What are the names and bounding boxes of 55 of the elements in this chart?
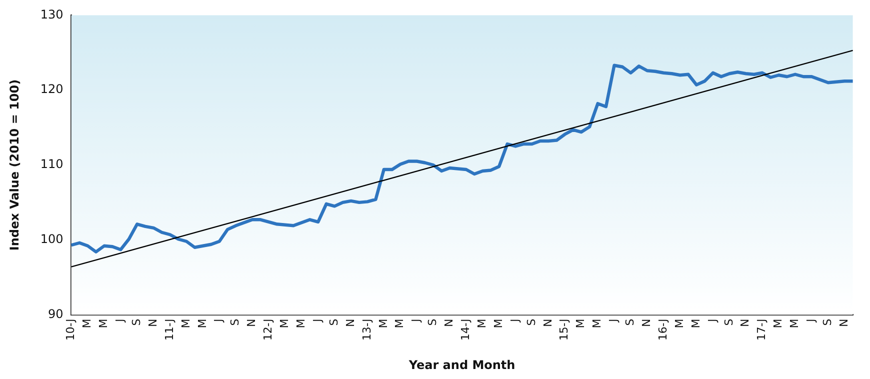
y-tick-label: 110	[40, 157, 64, 172]
x-tick-label: M	[475, 318, 488, 328]
x-tick-label: N	[344, 318, 357, 328]
x-tick-label: J	[114, 318, 127, 324]
y-tick-label: 120	[40, 82, 64, 96]
x-tick-label: S	[228, 318, 242, 326]
x-tick-label: S	[820, 318, 834, 326]
x-tick-label: M	[672, 318, 686, 328]
x-tick-label: J	[310, 318, 324, 324]
x-tick-label: J	[508, 318, 522, 324]
x-tick-label: M	[772, 318, 785, 328]
x-tick-label: J	[607, 318, 620, 324]
x-tick-label: M	[97, 318, 110, 328]
x-tick-label: N	[541, 318, 554, 328]
x-tick-label: 11-J	[162, 318, 176, 341]
x-tick-label: S	[722, 318, 736, 326]
x-tick-label: N	[738, 318, 752, 328]
x-tick-label: N	[837, 318, 850, 328]
x-tick-label: N	[640, 318, 654, 328]
x-tick-label: S	[426, 318, 440, 326]
x-tick-label: J	[804, 318, 818, 324]
x-tick-label: 14-J	[459, 318, 472, 341]
x-tick-label: 15-J	[558, 318, 571, 341]
x-tick-label: S	[327, 318, 340, 326]
x-tick-label: S	[524, 318, 538, 326]
x-tick-label: N	[442, 318, 456, 328]
x-tick-label: J	[706, 318, 719, 324]
y-axis-title: Index Value (2010 = 100)	[7, 79, 22, 251]
x-tick-label: M	[80, 318, 94, 328]
y-tick-label: 130	[40, 7, 64, 22]
x-tick-label: M	[590, 318, 604, 328]
x-tick-label: 13-J	[360, 318, 374, 341]
x-tick-label: M	[278, 318, 292, 328]
x-tick-label: M	[376, 318, 390, 328]
y-tick-label: 100	[40, 232, 64, 246]
x-axis-title: Year and Month	[408, 358, 516, 372]
x-tick-label: J	[212, 318, 226, 324]
x-tick-label: M	[196, 318, 209, 328]
y-tick-label: 90	[48, 306, 64, 321]
x-tick-label: M	[294, 318, 308, 328]
x-tick-label: N	[245, 318, 258, 328]
x-tick-label: M	[393, 318, 406, 328]
x-tick-label: M	[492, 318, 505, 328]
x-tick-label: N	[146, 318, 160, 328]
x-tick-label: M	[689, 318, 702, 328]
x-tick-label: M	[574, 318, 588, 328]
x-tick-label: M	[179, 318, 192, 328]
x-tick-label: 17-J	[755, 318, 768, 341]
x-tick-label: S	[624, 318, 637, 326]
x-tick-label: J	[410, 318, 423, 324]
x-tick-label: M	[788, 318, 802, 328]
x-tick-label: 10-J	[64, 318, 78, 341]
x-tick-label: S	[130, 318, 143, 326]
x-tick-label: 12-J	[262, 318, 275, 341]
x-tick-label: 16-J	[656, 318, 670, 341]
